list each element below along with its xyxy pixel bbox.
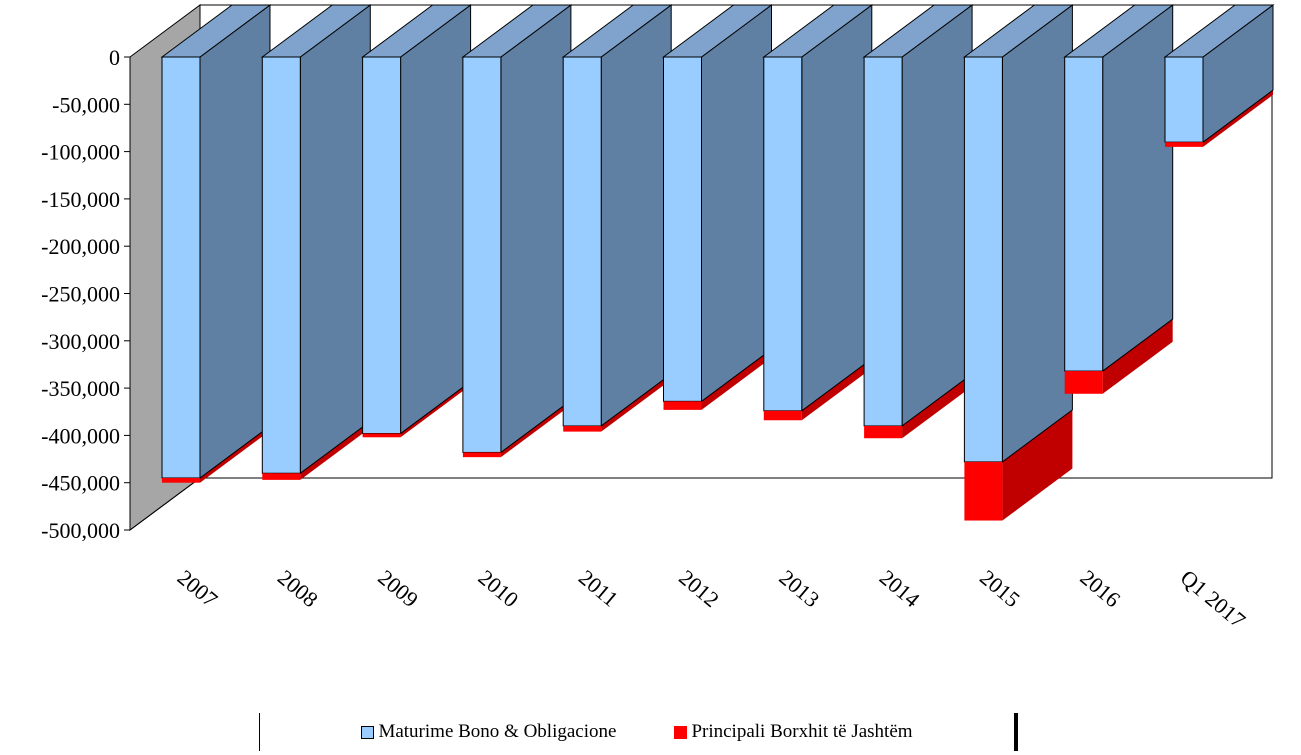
bar-segment-principali bbox=[563, 425, 602, 432]
bar-segment-principali bbox=[663, 401, 702, 410]
y-tick-label: -300,000 bbox=[41, 329, 120, 354]
y-tick-label: -350,000 bbox=[41, 376, 120, 401]
x-tick-label: 2011 bbox=[574, 565, 623, 612]
bar-segment-principali bbox=[1064, 371, 1103, 394]
bar-segment-principali bbox=[262, 473, 301, 480]
bar-segment-maturime bbox=[1064, 56, 1104, 372]
bar-segment-maturime-side bbox=[299, 4, 371, 475]
x-tick-label: 2013 bbox=[775, 565, 825, 612]
bar-segment-principali-side bbox=[400, 381, 471, 438]
y-tick-label: -100,000 bbox=[41, 140, 120, 165]
bar-segment-maturime bbox=[763, 56, 803, 412]
bar-segment-principali-side bbox=[1203, 90, 1273, 147]
bar-segment-principali-side bbox=[701, 349, 772, 410]
x-tick-label: 2008 bbox=[273, 565, 323, 612]
bar-segment-maturime-side bbox=[801, 4, 873, 412]
bar-segment-maturime-side bbox=[199, 4, 271, 479]
bar-segment-maturime-side bbox=[600, 4, 672, 427]
legend-swatch-maturime bbox=[361, 725, 375, 739]
bar-segment-maturime bbox=[963, 56, 1003, 463]
bar-segment-principali-side bbox=[1102, 319, 1173, 394]
legend-label-principali: Principali Borxhit të Jashtëm bbox=[691, 721, 913, 742]
x-tick-label: 2007 bbox=[173, 565, 223, 612]
y-tick-label: -150,000 bbox=[41, 187, 120, 212]
bar-segment-maturime bbox=[863, 56, 903, 427]
x-tick-label: 2015 bbox=[975, 565, 1025, 612]
bar-segment-principali bbox=[462, 452, 501, 458]
legend-swatch-principali bbox=[674, 725, 688, 739]
x-tick-label: 2014 bbox=[875, 565, 925, 612]
x-tick-label: Q1 2017 bbox=[1176, 565, 1251, 633]
y-tick-label: -400,000 bbox=[41, 423, 120, 448]
legend-item-maturime: Maturime Bono & Obligacione bbox=[361, 721, 616, 743]
y-tick-label: -450,000 bbox=[41, 471, 120, 496]
bar-segment-maturime bbox=[663, 56, 702, 402]
bar-segment-principali bbox=[864, 425, 903, 439]
x-tick-label: 2016 bbox=[1075, 565, 1125, 612]
bar-segment-maturime bbox=[161, 56, 201, 479]
legend: Maturime Bono & Obligacione Principali B… bbox=[259, 713, 1018, 751]
bar-segment-maturime bbox=[462, 56, 502, 453]
legend-item-principali: Principali Borxhit të Jashtëm bbox=[674, 721, 913, 743]
x-tick-label: 2012 bbox=[674, 565, 724, 612]
bar-segment-principali-side bbox=[300, 421, 371, 480]
bar-segment-principali bbox=[964, 461, 1003, 521]
bar-segment-maturime bbox=[362, 56, 402, 435]
bar-segment-maturime bbox=[1164, 56, 1204, 143]
bar-segment-maturime bbox=[562, 56, 602, 427]
bar-segment-principali-side bbox=[801, 358, 872, 421]
y-tick-label: -200,000 bbox=[41, 234, 120, 259]
bar-segment-maturime bbox=[261, 56, 301, 474]
bar-segment-principali bbox=[162, 477, 200, 483]
bar-segment-maturime-side bbox=[901, 4, 973, 427]
y-tick-label: -250,000 bbox=[41, 282, 120, 307]
bar-segment-principali bbox=[763, 410, 802, 421]
bar-segment-maturime-side bbox=[500, 4, 572, 454]
bar-segment-maturime-side bbox=[400, 4, 472, 435]
bar-segment-principali bbox=[1165, 142, 1203, 147]
bar-segment-principali-side bbox=[601, 373, 672, 432]
bar-segment-principali bbox=[362, 433, 401, 438]
y-tick-label: -50,000 bbox=[52, 92, 120, 117]
legend-label-maturime: Maturime Bono & Obligacione bbox=[378, 721, 617, 742]
y-tick-label: 0 bbox=[109, 45, 120, 70]
bar-segment-principali-side bbox=[500, 400, 571, 458]
bar-segment-maturime-side bbox=[1102, 4, 1174, 373]
x-tick-label: 2010 bbox=[474, 565, 524, 612]
bar-segment-maturime-side bbox=[1001, 4, 1073, 463]
bar-segment-principali-side bbox=[200, 425, 270, 483]
x-tick-label: 2009 bbox=[373, 565, 423, 612]
bar-segment-maturime-side bbox=[701, 4, 772, 403]
bar-segment-principali-side bbox=[902, 373, 973, 439]
bar-segment-principali-side bbox=[1002, 409, 1073, 521]
y-tick-label: -500,000 bbox=[41, 518, 120, 543]
